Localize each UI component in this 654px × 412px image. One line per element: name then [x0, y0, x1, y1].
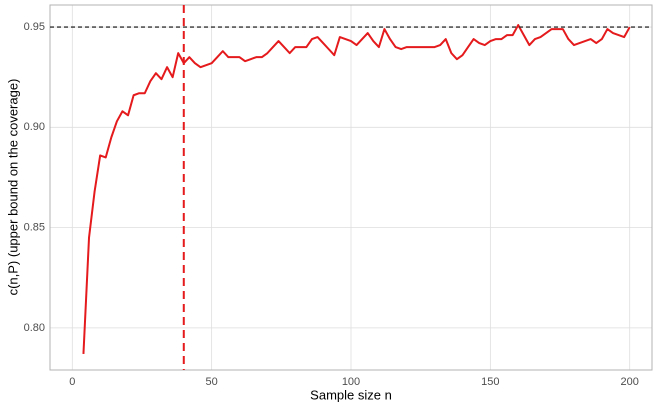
x-tick-label: 150: [481, 376, 499, 388]
x-tick-label: 200: [621, 376, 639, 388]
y-tick-label: 0.85: [24, 222, 45, 234]
x-tick-label: 50: [206, 376, 218, 388]
y-tick-label: 0.95: [24, 21, 45, 33]
y-tick-label: 0.90: [24, 121, 45, 133]
y-tick-label: 0.80: [24, 322, 45, 334]
x-tick-label: 100: [342, 376, 360, 388]
panel-border: [49, 4, 653, 371]
x-tick-label: 0: [69, 376, 75, 388]
y-axis-title: c(n,P) (upper bound on the coverage): [5, 79, 20, 296]
x-axis-title: Sample size n: [310, 387, 392, 402]
line: [82, 24, 631, 355]
